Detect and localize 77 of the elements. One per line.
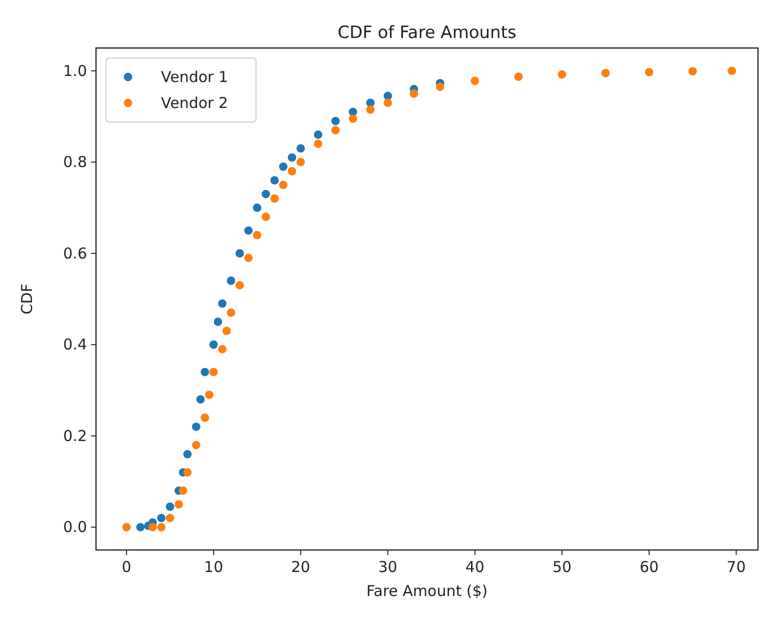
point xyxy=(601,68,610,78)
point xyxy=(166,514,174,522)
point xyxy=(366,105,375,114)
point xyxy=(644,68,654,76)
point xyxy=(205,390,214,400)
point xyxy=(384,98,392,107)
x-tick-label: 60 xyxy=(640,558,659,576)
x-tick-label: 10 xyxy=(204,558,224,576)
point xyxy=(218,299,227,308)
x-tick-label: 0 xyxy=(122,558,132,576)
point xyxy=(331,126,340,134)
point xyxy=(148,522,157,532)
point xyxy=(348,114,358,123)
point xyxy=(728,66,736,76)
y-tick-label: 0.6 xyxy=(63,244,87,262)
point xyxy=(314,140,322,148)
point xyxy=(222,326,231,336)
point xyxy=(174,500,183,509)
y-tick-label: 0.4 xyxy=(63,336,87,354)
point xyxy=(236,281,244,290)
point xyxy=(514,72,523,81)
point xyxy=(183,450,192,458)
point xyxy=(436,82,444,91)
x-tick-label: 40 xyxy=(465,558,484,576)
point xyxy=(122,522,131,532)
point xyxy=(192,422,200,431)
point xyxy=(209,340,218,349)
chart-title: CDF of Fare Amounts xyxy=(338,23,516,43)
point xyxy=(288,153,296,162)
point xyxy=(214,318,222,326)
point xyxy=(410,89,418,98)
point xyxy=(200,368,210,376)
point xyxy=(157,514,166,522)
x-tick-label: 20 xyxy=(291,558,310,576)
point xyxy=(314,130,322,139)
point xyxy=(157,522,166,532)
point xyxy=(279,162,288,171)
point xyxy=(470,76,480,86)
point xyxy=(279,180,288,190)
point xyxy=(270,194,279,203)
point xyxy=(288,167,296,176)
point xyxy=(226,308,236,317)
y-tick-label: 0.0 xyxy=(63,518,87,536)
x-axis-title: Fare Amount ($) xyxy=(366,582,488,600)
point xyxy=(136,522,145,532)
y-tick-label: 0.2 xyxy=(63,426,87,445)
x-tick-label: 70 xyxy=(726,558,746,576)
point xyxy=(270,176,279,185)
legend-label: Vendor 1 xyxy=(161,68,228,86)
y-tick-label: 1.0 xyxy=(63,62,87,80)
point xyxy=(244,226,253,235)
point xyxy=(226,276,236,285)
point xyxy=(236,249,244,258)
point xyxy=(558,70,566,79)
point xyxy=(252,204,262,212)
point xyxy=(296,144,305,153)
point xyxy=(178,486,188,495)
x-tick-label: 50 xyxy=(552,558,572,576)
point xyxy=(262,212,270,222)
point xyxy=(209,368,218,376)
y-tick-label: 0.8 xyxy=(63,153,87,172)
point xyxy=(296,158,305,166)
point xyxy=(166,502,174,511)
point xyxy=(688,67,697,76)
point xyxy=(218,345,227,354)
point xyxy=(252,230,262,240)
x-tick-label: 30 xyxy=(378,558,398,576)
point xyxy=(262,190,270,198)
point xyxy=(183,468,192,477)
point xyxy=(192,440,200,450)
point xyxy=(200,413,210,422)
y-axis-title: CDF xyxy=(18,284,36,314)
legend-label: Vendor 2 xyxy=(161,94,228,112)
point xyxy=(366,98,375,107)
point xyxy=(331,116,340,126)
point xyxy=(244,254,253,262)
point xyxy=(196,395,205,404)
